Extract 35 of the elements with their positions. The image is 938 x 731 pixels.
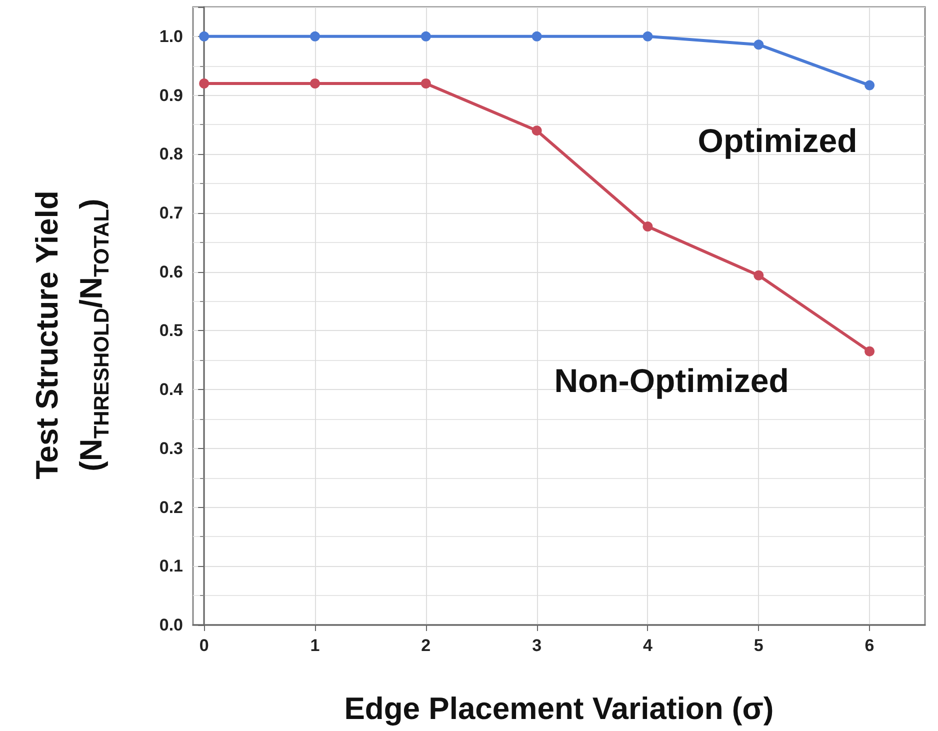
- y-tick-label: 0.0: [159, 616, 183, 634]
- series-label: Optimized: [698, 122, 858, 159]
- point: [420, 78, 431, 89]
- point: [310, 78, 320, 89]
- point: [199, 78, 210, 89]
- point: [532, 126, 542, 136]
- y-tick-label: 0.2: [159, 498, 183, 517]
- y-tick-label: 0.3: [159, 438, 183, 458]
- x-tick-label: 6: [864, 636, 874, 655]
- y-tick-label: 0.8: [159, 144, 183, 164]
- x-tick-label: 5: [754, 636, 764, 655]
- x-tick-label: 0: [199, 636, 209, 655]
- x-tick-label: 1: [310, 636, 320, 655]
- x-axis-title: Edge Placement Variation (σ): [344, 691, 774, 726]
- point: [864, 346, 875, 356]
- point: [864, 80, 875, 90]
- series-label: Non-Optimized: [554, 362, 789, 399]
- y-tick-label: 0.6: [159, 262, 183, 282]
- x-tick-label: 4: [642, 636, 653, 655]
- point: [310, 31, 320, 42]
- point: [532, 31, 542, 42]
- point: [754, 270, 764, 280]
- x-tick-label: 3: [532, 636, 542, 655]
- point: [642, 222, 653, 232]
- point: [642, 31, 653, 42]
- y-tick-label: 0.7: [159, 204, 183, 222]
- y-tick-label: 1.0: [159, 26, 183, 46]
- y-tick-label: 0.1: [159, 556, 183, 576]
- y-tick-label: 0.5: [159, 321, 183, 340]
- y-tick-label: 0.4: [159, 380, 184, 400]
- point: [754, 40, 764, 50]
- point: [420, 31, 431, 42]
- point: [199, 31, 210, 42]
- y-tick-label: 0.9: [159, 86, 183, 105]
- x-tick-label: 2: [421, 636, 431, 655]
